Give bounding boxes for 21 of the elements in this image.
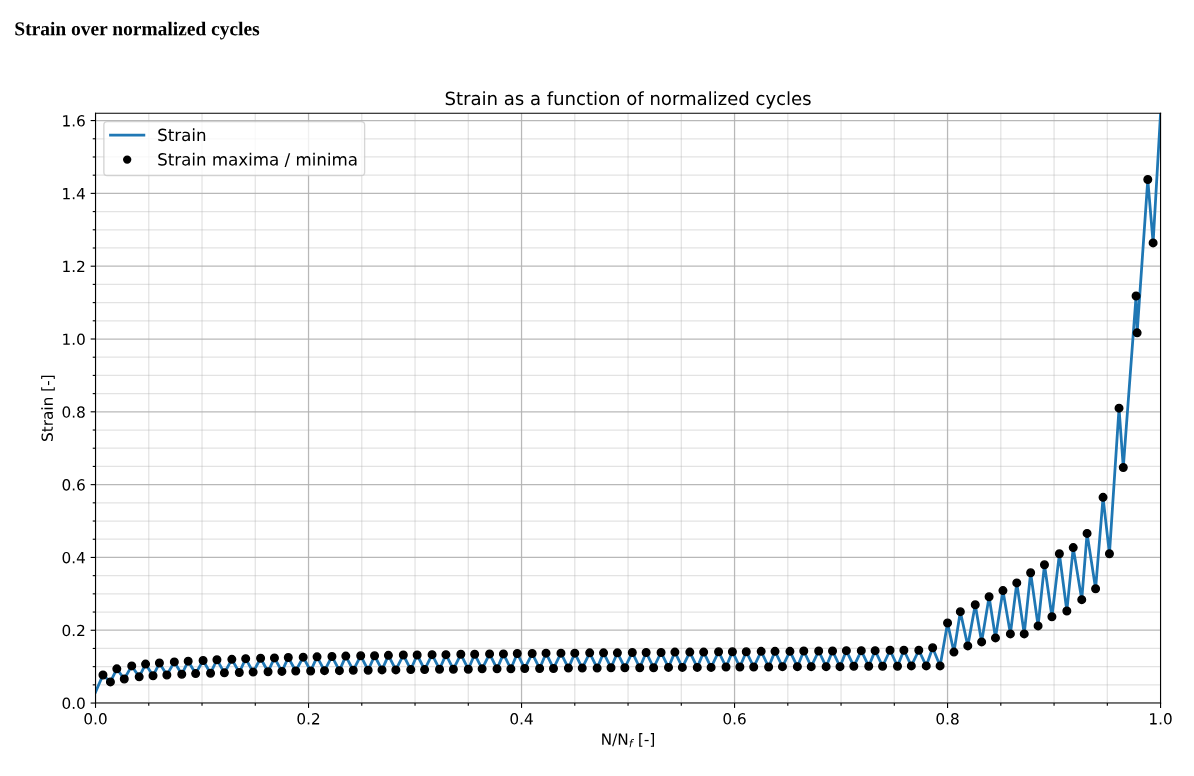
y-tick-label: 0.2 [62,624,85,637]
y-tick-label: 0.4 [62,551,85,564]
y-tick-label: 1.4 [63,188,85,200]
y-tick-label: 1.0 [63,333,85,346]
legend-label: Strain [158,128,206,142]
x-tick-label: 0.4 [510,713,533,725]
y-tick-label: 1.6 [63,115,85,127]
y-axis-title: Strain [-] [41,375,55,441]
x-tick-label: 0.8 [936,713,959,725]
chart-subtitle: Strain as a function of normalized cycles [445,91,811,109]
x-tick-label: 1.0 [1150,713,1172,725]
y-tick-label: 0.0 [62,697,85,710]
legend-label: Strain maxima / minima [158,152,357,167]
x-axis-title: N/N$_{f}$ [-] [602,733,655,748]
x-tick-label: 0.6 [723,713,746,725]
x-tick-label: 0.2 [297,713,320,725]
y-tick-label: 1.2 [63,260,85,272]
y-tick-label: 0.8 [62,406,85,418]
y-tick-label: 0.6 [62,479,85,491]
x-tick-label: 0.0 [84,713,107,725]
chart-title: Strain over normalized cycles [15,21,260,40]
